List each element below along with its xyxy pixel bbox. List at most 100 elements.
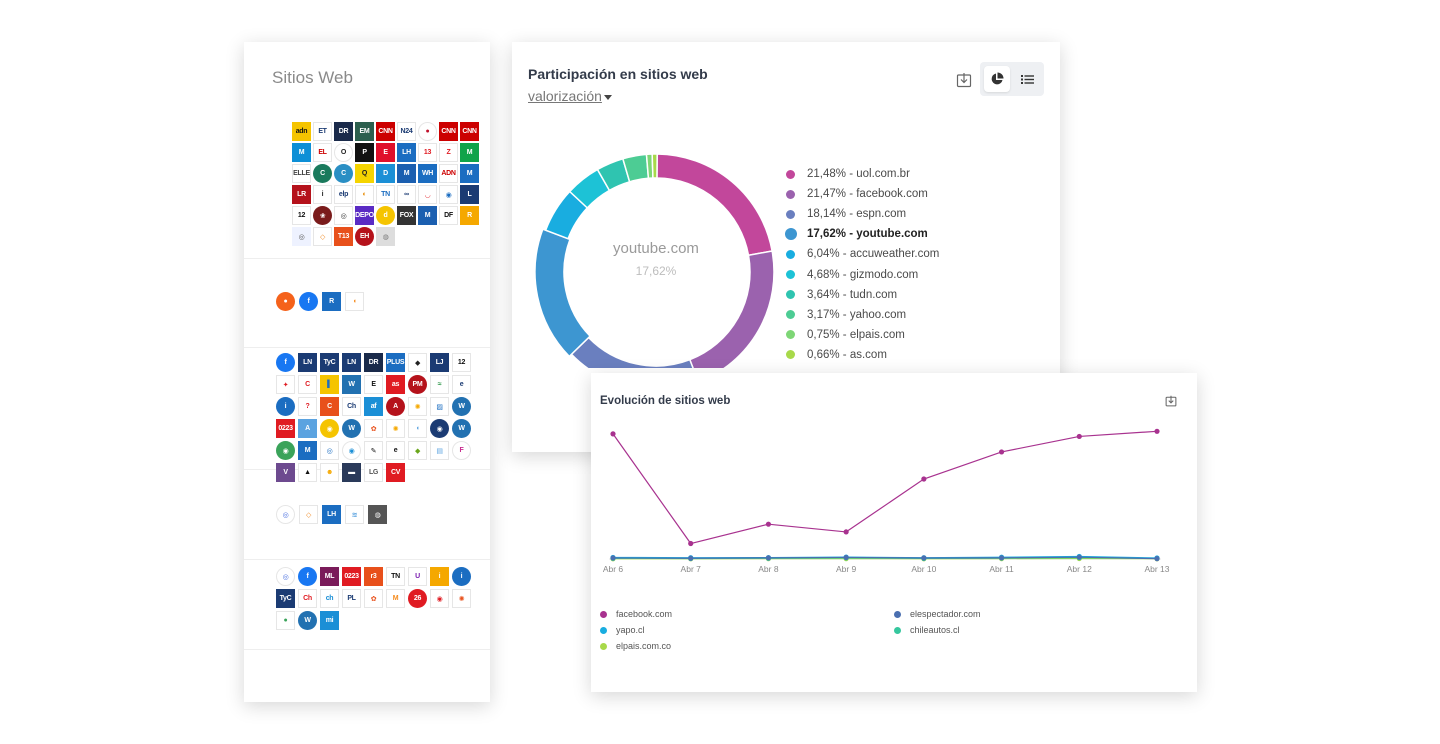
- site-logo-icon[interactable]: r3: [364, 567, 383, 586]
- site-logo-icon[interactable]: C: [313, 164, 332, 183]
- site-logo-icon[interactable]: i: [276, 397, 295, 416]
- site-logo-icon[interactable]: WH: [418, 164, 437, 183]
- site-logo-icon[interactable]: ◉: [430, 419, 449, 438]
- site-logo-icon[interactable]: M: [292, 143, 311, 162]
- legend-item-accuweather-com[interactable]: 6,04% - accuweather.com: [786, 244, 939, 264]
- data-point[interactable]: [998, 449, 1005, 455]
- site-logo-icon[interactable]: CNN: [460, 122, 479, 141]
- site-logo-icon[interactable]: C: [334, 164, 353, 183]
- donut-slice-facebook-com[interactable]: [688, 250, 775, 368]
- site-logo-icon[interactable]: af: [364, 397, 383, 416]
- site-logo-icon[interactable]: elp: [334, 185, 353, 204]
- site-logo-icon[interactable]: ML: [320, 567, 339, 586]
- site-logo-icon[interactable]: ▤: [430, 441, 449, 460]
- site-logo-icon[interactable]: ET: [313, 122, 332, 141]
- site-logo-icon[interactable]: C: [320, 397, 339, 416]
- site-logo-icon[interactable]: Z: [439, 143, 458, 162]
- data-point[interactable]: [1076, 433, 1082, 440]
- site-logo-icon[interactable]: EM: [355, 122, 374, 141]
- data-point[interactable]: [1154, 428, 1160, 434]
- site-logo-icon[interactable]: LN: [298, 353, 317, 372]
- site-logo-icon[interactable]: FOX: [397, 206, 416, 225]
- site-logo-icon[interactable]: ◆: [408, 353, 427, 372]
- data-point[interactable]: [843, 554, 849, 561]
- site-logo-icon[interactable]: C: [298, 375, 317, 394]
- line-legend-item-elpais-com-co[interactable]: elpais.com.co: [600, 641, 671, 651]
- site-logo-icon[interactable]: ◖: [345, 292, 364, 311]
- site-logo-icon[interactable]: ◇: [299, 505, 318, 524]
- site-logo-icon[interactable]: ▲: [298, 463, 317, 482]
- site-logo-icon[interactable]: ≈: [430, 375, 449, 394]
- site-logo-icon[interactable]: T13: [334, 227, 353, 246]
- legend-item-tudn-com[interactable]: 3,64% - tudn.com: [786, 285, 939, 305]
- site-logo-icon[interactable]: e: [386, 441, 405, 460]
- site-logo-icon[interactable]: adn: [292, 122, 311, 141]
- site-logo-icon[interactable]: ▨: [430, 397, 449, 416]
- site-logo-icon[interactable]: U: [408, 567, 427, 586]
- site-logo-icon[interactable]: W: [342, 419, 361, 438]
- site-logo-icon[interactable]: M: [460, 143, 479, 162]
- data-point[interactable]: [610, 431, 616, 437]
- site-logo-icon[interactable]: CNN: [439, 122, 458, 141]
- site-logo-icon[interactable]: ◡: [418, 185, 437, 204]
- site-logo-icon[interactable]: ◍: [368, 505, 387, 524]
- site-logo-icon[interactable]: ◆: [408, 441, 427, 460]
- site-logo-icon[interactable]: PLUS: [386, 353, 405, 372]
- site-logo-icon[interactable]: ◎: [276, 567, 295, 586]
- legend-item-uol-com-br[interactable]: 21,48% - uol.com.br: [786, 164, 939, 184]
- site-logo-icon[interactable]: ●: [418, 122, 437, 141]
- site-logo-icon[interactable]: d: [376, 206, 395, 225]
- site-logo-icon[interactable]: i: [452, 567, 471, 586]
- site-logo-icon[interactable]: DF: [439, 206, 458, 225]
- site-logo-icon[interactable]: ADN: [439, 164, 458, 183]
- site-logo-icon[interactable]: ◉: [320, 419, 339, 438]
- site-logo-icon[interactable]: CNN: [376, 122, 395, 141]
- site-logo-icon[interactable]: 12: [292, 206, 311, 225]
- site-logo-icon[interactable]: DEPO: [355, 206, 374, 225]
- site-logo-icon[interactable]: LN: [342, 353, 361, 372]
- site-logo-icon[interactable]: M: [460, 164, 479, 183]
- site-logo-icon[interactable]: ▌: [320, 375, 339, 394]
- site-logo-icon[interactable]: 12: [452, 353, 471, 372]
- site-logo-icon[interactable]: ✺: [386, 419, 405, 438]
- donut-slice-espn-com[interactable]: [570, 336, 698, 368]
- site-logo-icon[interactable]: ◖: [408, 419, 427, 438]
- list-view-button[interactable]: [1014, 66, 1040, 92]
- site-logo-icon[interactable]: ≋: [345, 505, 364, 524]
- data-point[interactable]: [921, 555, 927, 561]
- site-logo-icon[interactable]: ◉: [430, 589, 449, 608]
- site-logo-icon[interactable]: f: [298, 567, 317, 586]
- site-logo-icon[interactable]: LG: [364, 463, 383, 482]
- site-logo-icon[interactable]: M: [397, 164, 416, 183]
- site-logo-icon[interactable]: M: [386, 589, 405, 608]
- site-logo-icon[interactable]: TN: [386, 567, 405, 586]
- site-logo-icon[interactable]: CV: [386, 463, 405, 482]
- site-logo-icon[interactable]: 0223: [342, 567, 361, 586]
- site-logo-icon[interactable]: R: [322, 292, 341, 311]
- download-icon[interactable]: [956, 72, 972, 88]
- site-logo-icon[interactable]: f: [276, 353, 295, 372]
- pie-view-button[interactable]: [984, 66, 1010, 92]
- data-point[interactable]: [765, 521, 772, 527]
- site-logo-icon[interactable]: ☻: [320, 463, 339, 482]
- site-logo-icon[interactable]: f: [299, 292, 318, 311]
- site-logo-icon[interactable]: LJ: [430, 353, 449, 372]
- legend-item-as-com[interactable]: 0,66% - as.com: [786, 345, 939, 365]
- site-logo-icon[interactable]: ✿: [364, 589, 383, 608]
- site-logo-icon[interactable]: TyC: [276, 589, 295, 608]
- site-logo-icon[interactable]: M: [298, 441, 317, 460]
- site-logo-icon[interactable]: 26: [408, 589, 427, 608]
- site-logo-icon[interactable]: D: [376, 164, 395, 183]
- site-logo-icon[interactable]: ✦: [276, 375, 295, 394]
- site-logo-icon[interactable]: ELLE: [292, 164, 311, 183]
- site-logo-icon[interactable]: mi: [320, 611, 339, 630]
- data-point[interactable]: [688, 555, 694, 561]
- legend-item-espn-com[interactable]: 18,14% - espn.com: [786, 204, 939, 224]
- site-logo-icon[interactable]: ▬: [342, 463, 361, 482]
- site-logo-icon[interactable]: ◎: [334, 206, 353, 225]
- site-logo-icon[interactable]: EL: [313, 143, 332, 162]
- site-logo-icon[interactable]: W: [452, 419, 471, 438]
- data-point[interactable]: [688, 540, 694, 547]
- site-logo-icon[interactable]: A: [386, 397, 405, 416]
- site-logo-icon[interactable]: Ch: [298, 589, 317, 608]
